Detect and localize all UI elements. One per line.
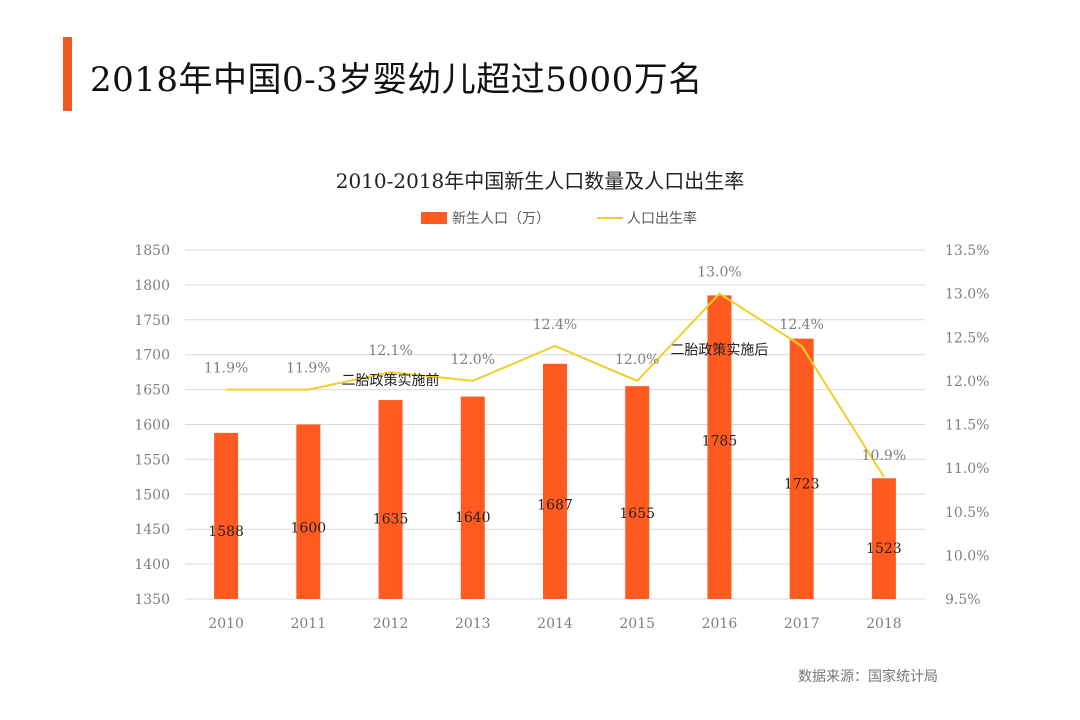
x-tick-label: 2012 [373,616,409,632]
y-left-tick-label: 1700 [134,348,170,364]
x-tick-label: 2015 [619,616,655,632]
y-right-tick-label: 11.5% [945,418,989,434]
y-left-tick-label: 1750 [134,313,170,329]
x-tick-label: 2013 [455,616,491,632]
x-tick-label: 2014 [537,616,573,632]
bar-value-label: 1640 [455,510,491,526]
y-left-tick-label: 1650 [134,383,170,399]
rate-value-label: 11.9% [204,361,248,377]
x-tick-label: 2018 [866,616,902,632]
x-tick-label: 2016 [702,616,738,632]
rate-value-label: 12.4% [533,317,577,333]
bar-value-label: 1523 [866,541,902,557]
y-left-tick-label: 1600 [134,418,170,434]
rate-value-label: 12.0% [615,352,659,368]
title-accent-bar [63,37,72,111]
chart-title: 2010-2018年中国新生人口数量及人口出生率 [336,169,745,193]
y-right-tick-label: 13.5% [945,243,989,259]
bar [378,400,403,599]
x-tick-label: 2017 [784,616,820,632]
bar-value-label: 1785 [702,433,738,449]
bar [789,338,814,599]
rate-value-label: 12.1% [368,343,412,359]
legend-label-line: 人口出生率 [627,210,697,227]
y-left-tick-label: 1800 [134,278,170,294]
bar [460,396,485,599]
y-right-tick-label: 13.0% [945,287,989,303]
x-tick-label: 2011 [291,616,327,632]
bar [214,432,239,599]
y-right-tick-label: 10.5% [945,505,989,521]
x-tick-label: 2010 [208,616,244,632]
bar [707,295,732,599]
y-left-tick-label: 1500 [134,487,170,503]
bar-value-label: 1588 [208,524,244,540]
rate-value-label: 11.9% [286,361,330,377]
y-right-tick-label: 12.5% [945,330,989,346]
bar [543,363,567,599]
bar [625,386,650,599]
bar-value-label: 1635 [373,511,409,527]
y-right-tick-label: 11.0% [945,461,989,477]
page-title: 2018年中国0-3岁婴幼儿超过5000万名 [90,60,703,100]
y-right-tick-label: 10.0% [945,548,989,564]
rate-value-label: 13.0% [697,265,741,281]
rate-value-label: 12.0% [451,352,495,368]
y-left-tick-label: 1450 [134,522,170,538]
rate-value-label: 10.9% [862,448,906,464]
y-left-tick-label: 1850 [134,243,170,259]
bar [871,478,896,599]
y-left-tick-label: 1400 [134,557,170,573]
bar-value-label: 1687 [537,498,573,514]
legend-swatch-bar [421,212,447,224]
policy-annotation: 二胎政策实施前 [342,372,440,389]
source-note: 数据来源：国家统计局 [798,669,938,685]
bar-value-label: 1723 [784,477,820,493]
bar [296,424,321,599]
policy-annotation: 二胎政策实施后 [670,342,768,359]
y-left-tick-label: 1550 [134,452,170,468]
rate-value-label: 12.4% [779,317,823,333]
bar-value-label: 1600 [291,521,327,537]
y-right-tick-label: 9.5% [945,592,981,608]
legend-label-bar: 新生人口（万） [452,211,550,227]
y-right-tick-label: 12.0% [945,374,989,390]
bar-value-label: 1655 [619,506,655,522]
y-left-tick-label: 1350 [134,592,170,608]
